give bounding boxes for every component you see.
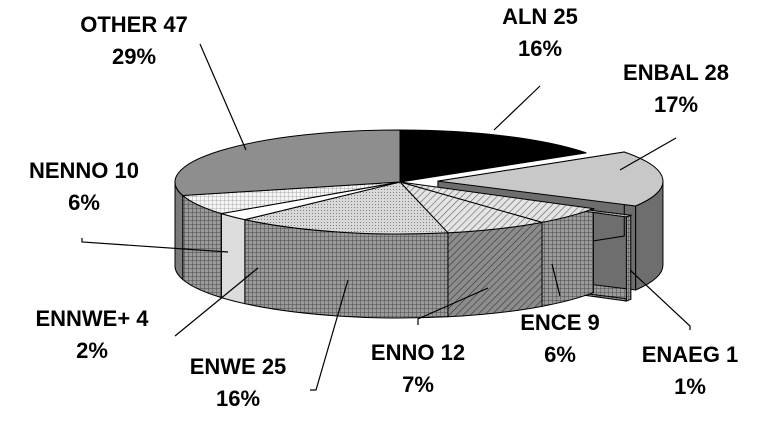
slice-labels: ALN 25 16% ENBAL 28 17% ENAEG 1 1% ENCE 9 6% ENN… [29, 4, 738, 411]
slice-percent-aln: 16% [518, 36, 562, 61]
slice-enbal [437, 151, 664, 207]
slice-label-enwe: ENWE 25 [190, 354, 287, 379]
slice-aln [399, 129, 587, 183]
slice-label-aln: ALN 25 [502, 4, 578, 29]
leader-line-enaeg [629, 269, 691, 330]
slice-side-ennweplus [220, 212, 246, 305]
slice-side-enaeg [625, 214, 632, 302]
leader-line-ennweplus [174, 267, 259, 337]
slice-label-enno: ENNO 12 [371, 340, 465, 365]
slice-label-ennweplus: ENNWE+ 4 [35, 306, 149, 331]
slice-other [174, 129, 401, 197]
pie-tops [174, 129, 664, 235]
leader-line-enwe [310, 279, 349, 391]
slice-side-ence [541, 207, 594, 307]
slice-enno [398, 181, 543, 234]
slice-label-nenno: NENNO 10 [29, 158, 139, 183]
leader-line-enbal [619, 137, 677, 171]
leader-line-nenno [81, 238, 229, 253]
slice-percent-ence: 6% [544, 342, 576, 367]
slice-enwe [244, 181, 450, 235]
leader-line-ence [551, 263, 561, 297]
slice-label-other: OTHER 47 [80, 12, 188, 37]
slice-side-enno [447, 221, 543, 318]
slice-percent-other: 29% [112, 44, 156, 69]
leader-line-other [199, 43, 247, 151]
slice-label-ence: ENCE 9 [520, 310, 599, 335]
slice-label-enaeg: ENAEG 1 [642, 342, 739, 367]
slice-percent-enno: 7% [402, 372, 434, 397]
slice-percent-enwe: 16% [216, 386, 260, 411]
slice-percent-enaeg: 1% [674, 374, 706, 399]
slice-percent-nenno: 6% [68, 190, 100, 215]
leader-line-enno [417, 287, 489, 325]
leader-line-aln [493, 85, 541, 131]
slice-percent-enbal: 17% [654, 92, 698, 117]
slice-percent-ennweplus: 2% [76, 338, 108, 363]
slice-side-enwe [244, 219, 449, 319]
slice-label-enbal: ENBAL 28 [623, 60, 729, 85]
leader-lines [81, 43, 691, 391]
slice-side-other [174, 181, 184, 281]
